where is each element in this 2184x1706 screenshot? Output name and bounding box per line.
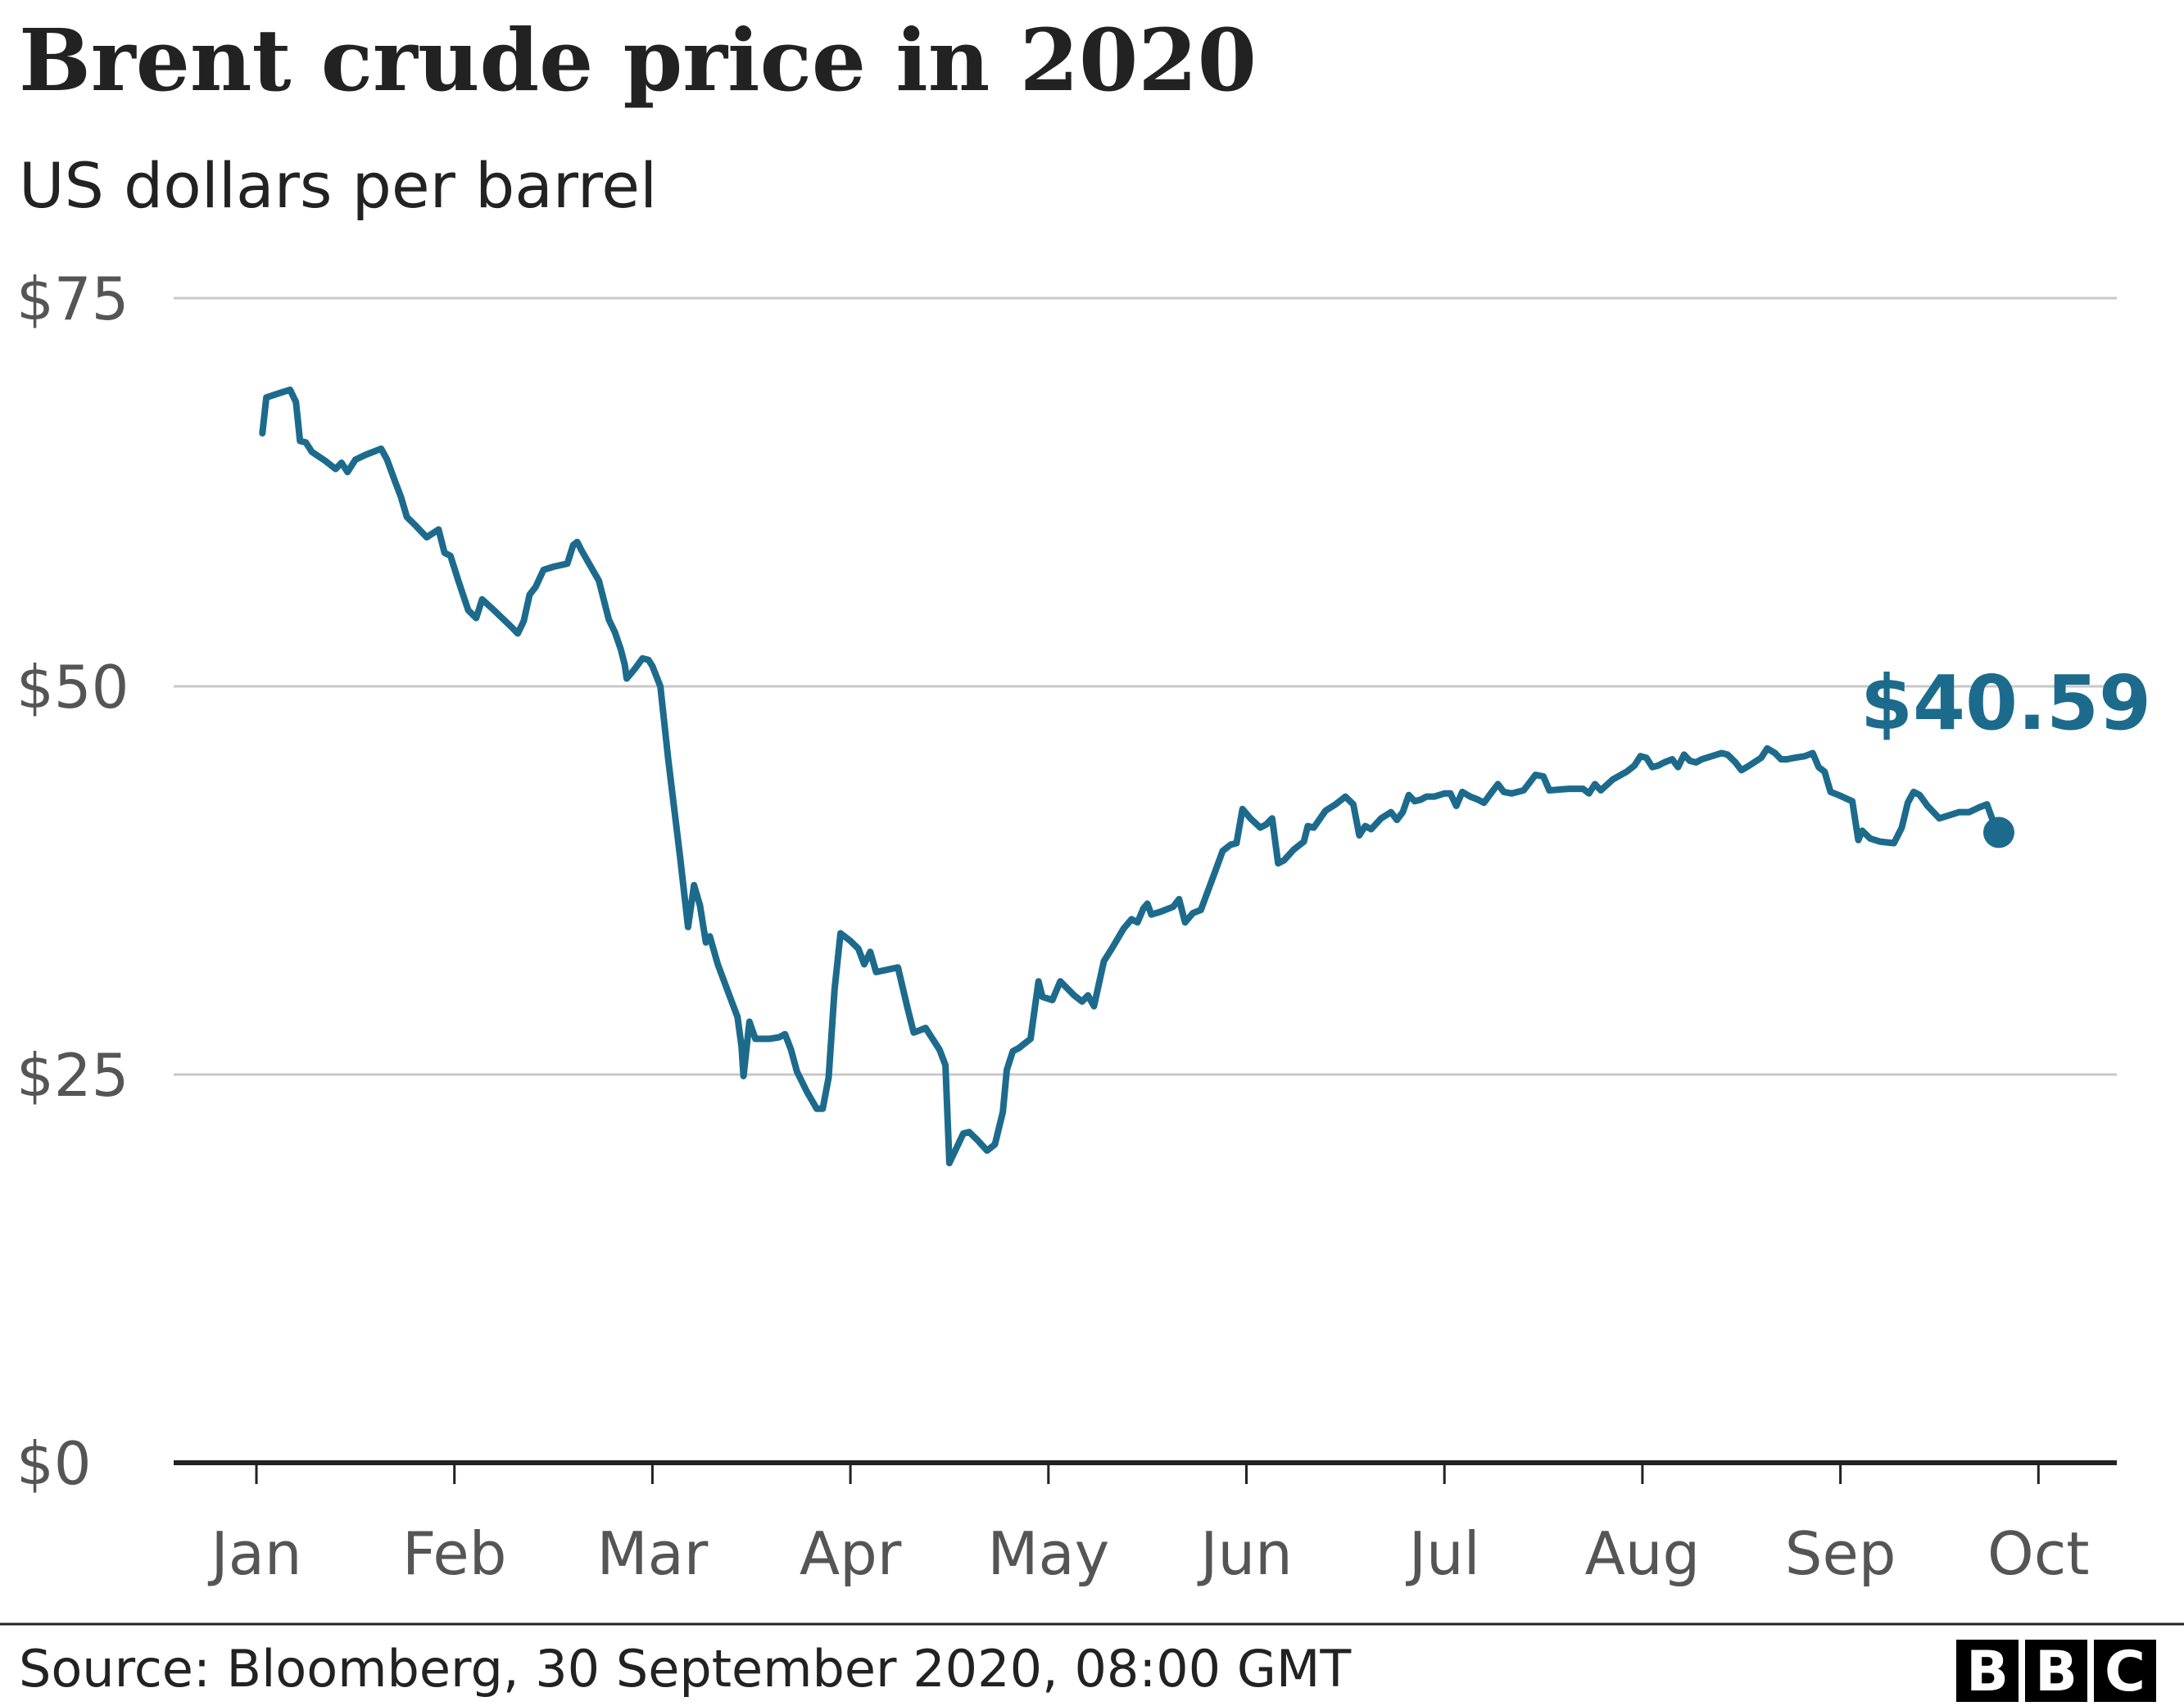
- y-tick-label: $0: [16, 1429, 92, 1498]
- bbc-logo-letter: B: [1966, 1640, 2009, 1704]
- y-tick-label: $50: [16, 653, 129, 722]
- y-axis-tick-labels: $75 $50 $25 $0: [16, 265, 129, 1498]
- bbc-logo-block: [1956, 1640, 2019, 1702]
- bbc-logo-letter: C: [2105, 1640, 2145, 1704]
- x-tick-label: Oct: [1987, 1519, 2090, 1588]
- chart-subtitle: US dollars per barrel: [19, 149, 657, 222]
- bbc-logo-block: [2094, 1640, 2156, 1702]
- x-axis-tick-labels: Jan Feb Mar Apr May Jun Jul Aug Sep Oct: [208, 1519, 2090, 1588]
- y-tick-label: $75: [16, 265, 129, 333]
- series-line-brent-crude: [259, 386, 2002, 1167]
- x-tick-label: Jan: [208, 1519, 302, 1588]
- y-tick-label: $25: [16, 1041, 129, 1110]
- x-tick-label: May: [987, 1519, 1109, 1588]
- x-tick-label: Jun: [1197, 1519, 1293, 1588]
- x-tick-label: Jul: [1406, 1519, 1480, 1588]
- x-tick-label: Sep: [1785, 1519, 1896, 1588]
- x-tick-label: Mar: [596, 1519, 708, 1588]
- gridlines: [174, 296, 2117, 1076]
- series-group: [259, 386, 2002, 1167]
- last-value-label: $40.59: [1860, 659, 2151, 747]
- annotation-group: $40.59: [1860, 659, 2151, 848]
- source-credit: Source: Bloomberg, 30 September 2020, 08…: [19, 1639, 1352, 1699]
- x-tick-label: Feb: [402, 1519, 506, 1588]
- bbc-logo-block: [2025, 1640, 2087, 1702]
- bbc-logo-letter: B: [2035, 1640, 2078, 1704]
- x-axis-ticks: [255, 1463, 2040, 1484]
- x-tick-label: Apr: [800, 1519, 902, 1588]
- chart-title: Brent crude price in 2020: [19, 10, 1257, 111]
- last-value-dot: [1982, 817, 2014, 848]
- x-tick-label: Aug: [1585, 1519, 1701, 1588]
